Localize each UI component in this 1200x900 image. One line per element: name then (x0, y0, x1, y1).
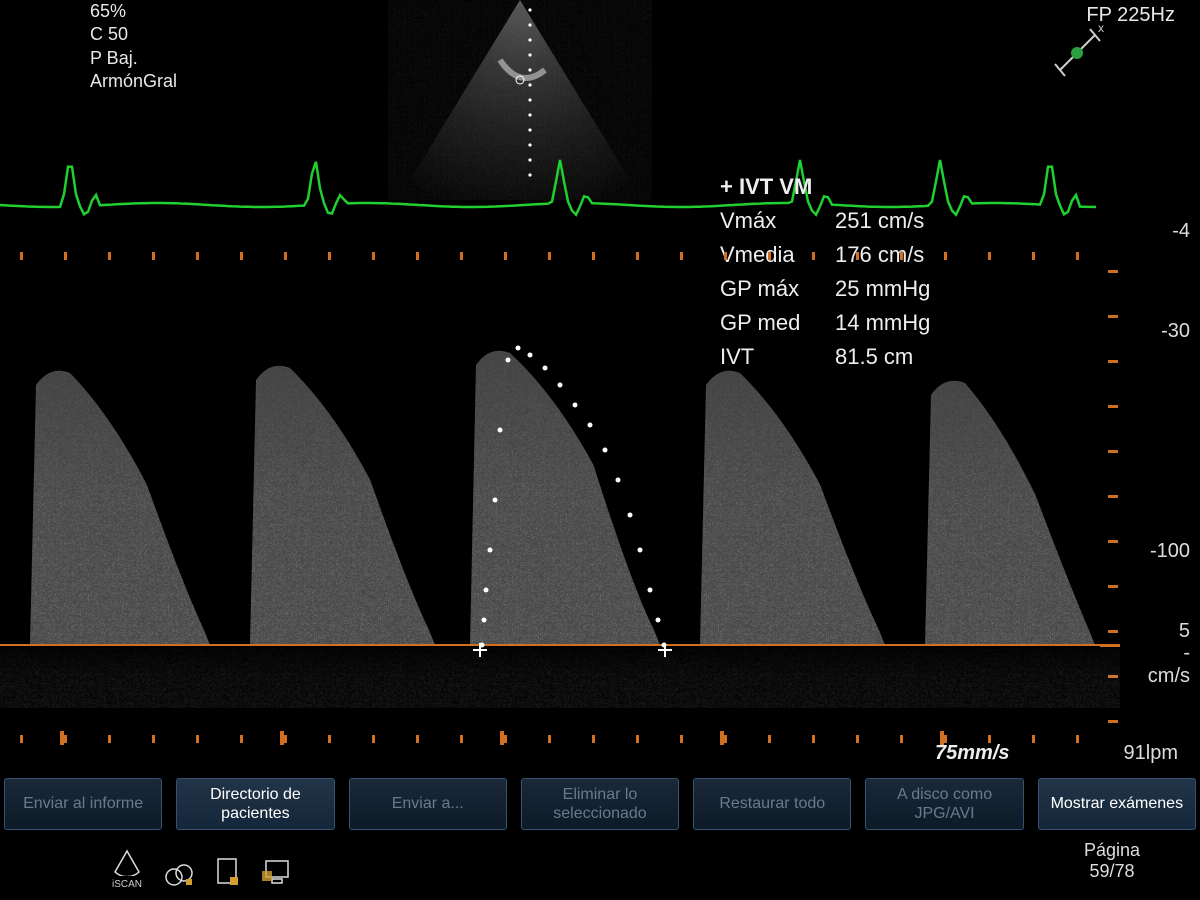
icon-toolbar: iSCAN (110, 848, 294, 890)
scale-tick: -4 (1172, 220, 1190, 243)
ecg-trace (0, 150, 1100, 240)
page-number: 59/78 (1084, 861, 1140, 882)
restore-all-button[interactable]: Restaurar todo (693, 778, 851, 830)
doppler-spectrum (0, 250, 1120, 750)
meas-label-vmax: Vmáx (720, 204, 835, 238)
svg-text:x: x (1098, 21, 1104, 35)
send-report-button[interactable]: Enviar al informe (4, 778, 162, 830)
scale-tick: - cm/s (1148, 642, 1190, 688)
scale-tick: -100 (1150, 540, 1190, 563)
save-jpg-avi-button[interactable]: A disco como JPG/AVI (865, 778, 1023, 830)
orientation-marker: x (1040, 20, 1110, 95)
sweep-speed-label: 75mm/s (935, 742, 1010, 765)
disc-icon[interactable] (162, 859, 196, 890)
iscan-icon[interactable]: iSCAN (110, 848, 144, 890)
page-indicator: Página 59/78 (1084, 840, 1140, 882)
scale-tick: -30 (1161, 320, 1190, 343)
measurement-header: + IVT VM (720, 170, 930, 204)
param-power: P Baj. (90, 47, 177, 70)
scale-tick: 5 (1179, 620, 1190, 643)
param-gain: 65% (90, 0, 177, 23)
heart-rate-label: 91lpm (1124, 742, 1178, 765)
param-compress: C 50 (90, 23, 177, 46)
page-label: Página (1084, 840, 1140, 861)
monitor-icon[interactable] (260, 857, 294, 890)
button-bar: Enviar al informe Directorio de paciente… (0, 778, 1200, 830)
delete-selected-button[interactable]: Eliminar lo seleccionado (521, 778, 679, 830)
meas-val-vmax: 251 cm/s (835, 204, 924, 238)
show-exams-button[interactable]: Mostrar exámenes (1038, 778, 1196, 830)
send-to-button[interactable]: Enviar a... (349, 778, 507, 830)
page-icon[interactable] (214, 857, 242, 890)
param-harmonic: ArmónGral (90, 70, 177, 93)
patient-directory-button[interactable]: Directorio de pacientes (176, 778, 334, 830)
imaging-params: 65% C 50 P Baj. ArmónGral (90, 0, 177, 94)
